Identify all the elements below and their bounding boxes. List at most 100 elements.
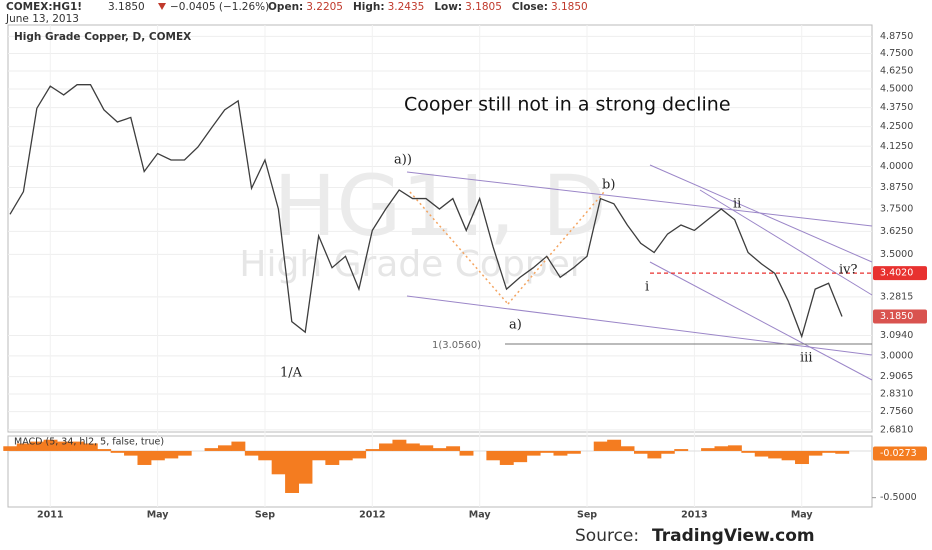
y-tick-label: 4.7500 bbox=[880, 48, 913, 59]
macd-bar bbox=[231, 441, 246, 451]
y-tick-label: 4.1250 bbox=[880, 141, 913, 152]
macd-bar bbox=[137, 450, 152, 465]
macd-bar bbox=[835, 450, 850, 454]
trend-line bbox=[649, 261, 873, 381]
macd-bar bbox=[499, 450, 514, 465]
chart-title: High Grade Copper, D, COMEX bbox=[14, 31, 191, 43]
macd-bar bbox=[204, 448, 219, 451]
marks bbox=[3, 84, 872, 493]
macd-bar bbox=[660, 450, 675, 454]
y-tick-label: 3.0940 bbox=[880, 330, 913, 341]
macd-bar bbox=[432, 448, 447, 451]
grid bbox=[8, 25, 876, 507]
x-tick-label: May bbox=[791, 510, 814, 521]
macd-bar bbox=[674, 449, 689, 451]
macd-bar bbox=[795, 450, 809, 465]
macd-bar bbox=[727, 445, 742, 451]
macd-bar bbox=[754, 450, 769, 457]
price-tag-label: 3.1850 bbox=[880, 311, 913, 322]
macd-bar bbox=[3, 446, 18, 451]
macd-bar bbox=[513, 450, 528, 463]
annotation: Cooper still not in a strong decline bbox=[404, 94, 731, 116]
y-tick-label: 3.5000 bbox=[880, 249, 913, 260]
macd-bar bbox=[258, 450, 273, 461]
macd-bar bbox=[30, 441, 45, 451]
source-label: Source: bbox=[575, 526, 639, 546]
macd-bar bbox=[419, 445, 434, 451]
macd-bar bbox=[271, 450, 286, 475]
change: −0.0405 (−1.26%) bbox=[170, 1, 269, 13]
macd-bar bbox=[768, 450, 783, 459]
fib-label: 1(3.0560) bbox=[432, 340, 481, 351]
wave-label: ii bbox=[733, 197, 741, 212]
macd-bar bbox=[459, 450, 474, 456]
y-tick-label: 3.6250 bbox=[880, 226, 913, 237]
macd-bar bbox=[177, 450, 192, 456]
x-tick-label: May bbox=[147, 510, 170, 521]
macd-bar bbox=[325, 450, 340, 465]
macd-bar bbox=[446, 446, 461, 451]
y-tick-label: 2.6810 bbox=[880, 424, 913, 435]
field-value: 3.2435 bbox=[388, 1, 425, 13]
macd-bar bbox=[808, 450, 823, 456]
macd-bar bbox=[526, 450, 541, 456]
wave-label: a) bbox=[509, 318, 522, 333]
y-tick-label: 4.6250 bbox=[880, 66, 913, 77]
macd-bar bbox=[701, 448, 716, 451]
macd-bar bbox=[607, 439, 622, 451]
down-arrow bbox=[158, 3, 166, 10]
watermark-symbol: HG1!, D bbox=[273, 157, 606, 255]
y-tick-label: 4.2500 bbox=[880, 121, 913, 132]
y-tick-label: 4.0000 bbox=[880, 161, 913, 172]
macd-bar bbox=[16, 443, 31, 451]
date: June 13, 2013 bbox=[5, 13, 79, 25]
macd-bar bbox=[634, 450, 648, 454]
macd-bar bbox=[56, 441, 71, 451]
macd-bar bbox=[70, 441, 85, 451]
trend-line bbox=[699, 189, 873, 296]
y-tick-label: 4.5000 bbox=[880, 84, 913, 95]
x-tick-label: 2012 bbox=[359, 510, 385, 521]
field-label: Open: bbox=[268, 1, 303, 13]
macd-bar bbox=[553, 450, 568, 456]
wave-label: iii bbox=[800, 351, 812, 366]
macd-bar bbox=[298, 450, 313, 484]
y-tick-label: 3.0000 bbox=[880, 350, 913, 361]
y-tick-label: 2.9065 bbox=[880, 371, 913, 382]
symbol: COMEX:HG1! bbox=[6, 1, 82, 13]
watermark-name: High Grade Copper bbox=[239, 244, 584, 285]
x-tick-label: Sep bbox=[577, 510, 597, 521]
macd-bar bbox=[110, 450, 125, 453]
macd-bar bbox=[714, 446, 729, 451]
macd-bar bbox=[43, 439, 58, 451]
trend-line bbox=[649, 164, 873, 263]
y-tick-label: 4.8750 bbox=[880, 31, 913, 42]
y-tick-label: 4.3750 bbox=[880, 102, 913, 113]
macd-bar bbox=[620, 446, 635, 451]
y-tick-label: 2.7560 bbox=[880, 406, 913, 417]
macd-bar bbox=[218, 445, 232, 451]
price-tag bbox=[873, 266, 927, 281]
y-tick-label: 2.8310 bbox=[880, 389, 913, 400]
macd-bar bbox=[83, 443, 98, 451]
source-site: TradingView.com bbox=[652, 526, 815, 546]
macd-bar bbox=[244, 450, 259, 456]
wave-label: i bbox=[645, 280, 649, 295]
price-tag bbox=[873, 446, 927, 461]
ohlc-fields: Open: 3.2205 High: 3.2435 Low: 3.1805 Close: 3.… bbox=[268, 1, 588, 13]
macd-bar bbox=[285, 450, 300, 493]
price-tag-label: 3.4020 bbox=[880, 268, 913, 279]
price-tag bbox=[873, 309, 927, 324]
macd-bar bbox=[593, 441, 608, 451]
macd-bar bbox=[365, 449, 380, 451]
macd-bar bbox=[150, 450, 165, 461]
field-label: High: bbox=[353, 1, 385, 13]
macd-bar bbox=[164, 450, 179, 459]
price-line bbox=[9, 84, 843, 339]
x-tick-label: 2013 bbox=[681, 510, 707, 521]
y-tick-label: 3.2815 bbox=[880, 291, 913, 302]
macd-bar bbox=[124, 450, 138, 456]
wave-label: a)) bbox=[394, 153, 412, 168]
macd-bar bbox=[352, 450, 367, 459]
